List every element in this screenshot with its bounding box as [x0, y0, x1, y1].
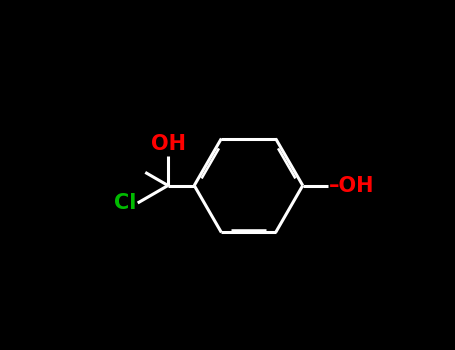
Text: –OH: –OH — [329, 175, 374, 196]
Text: OH: OH — [151, 134, 186, 154]
Text: Cl: Cl — [114, 193, 136, 213]
